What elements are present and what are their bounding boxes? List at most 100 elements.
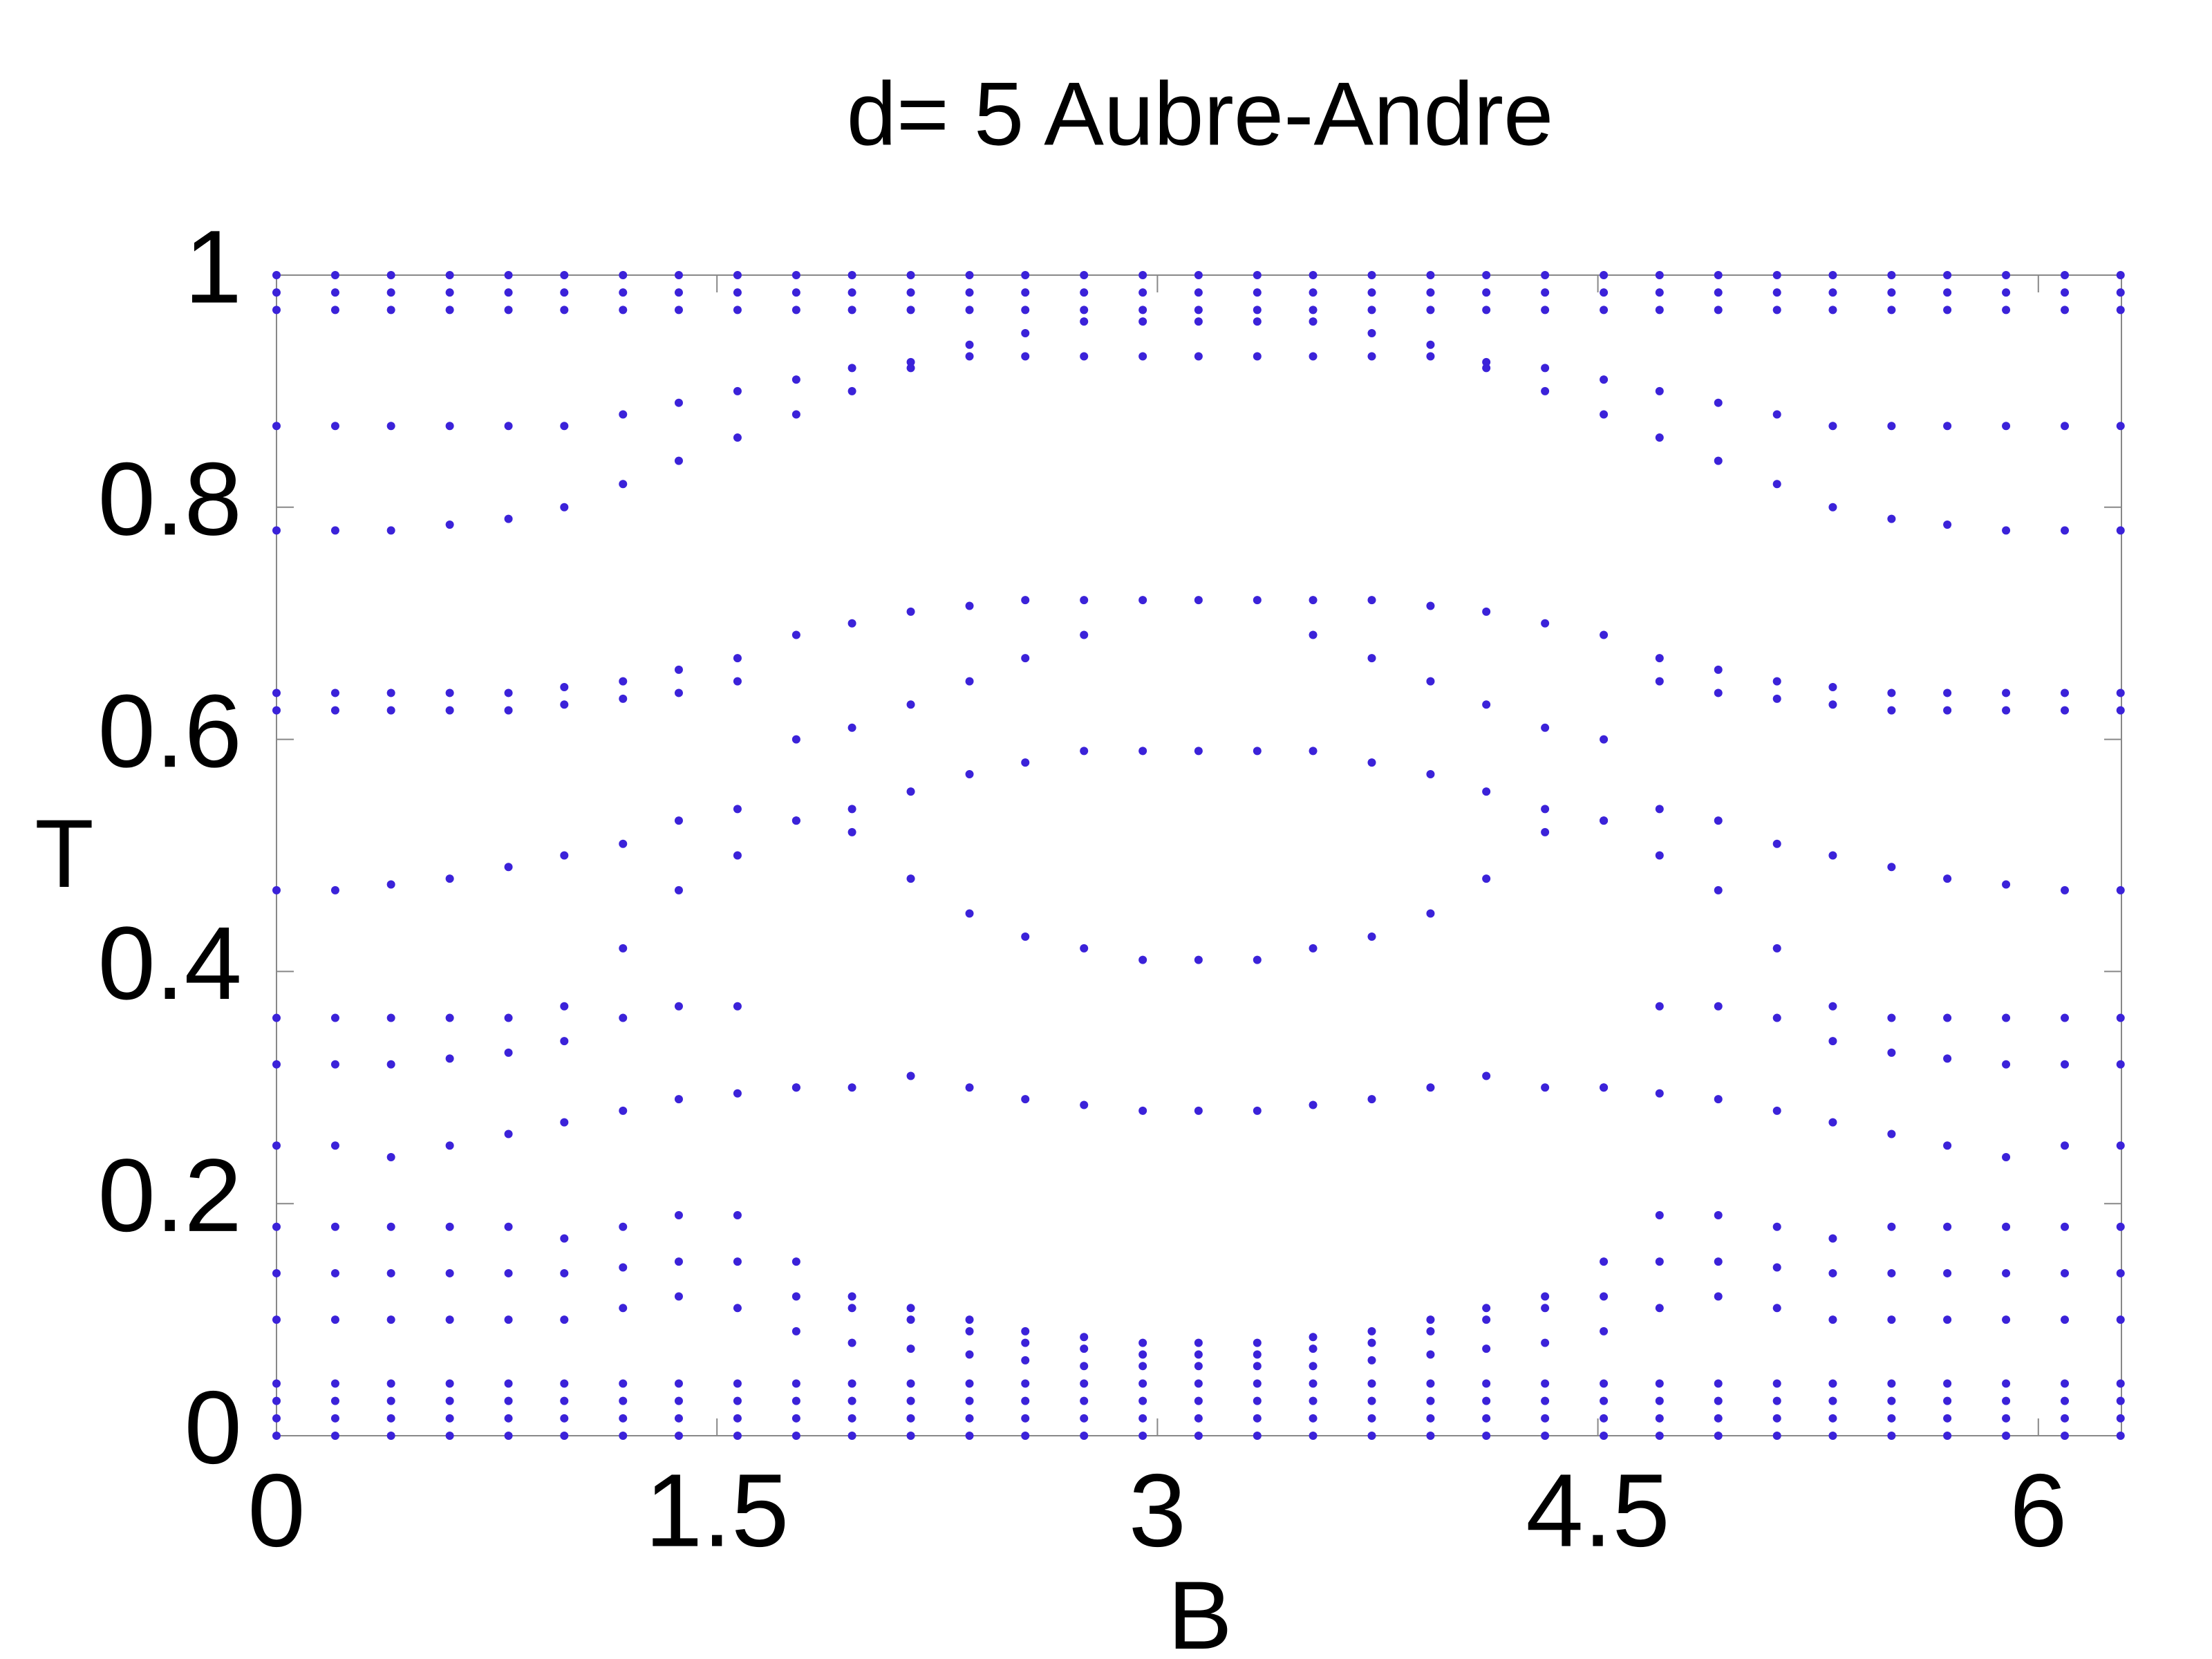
- data-point: [965, 1432, 974, 1440]
- data-point: [1367, 1338, 1376, 1347]
- data-point: [1194, 596, 1203, 605]
- data-point: [560, 1118, 569, 1127]
- data-point: [560, 851, 569, 860]
- data-point: [1426, 1414, 1435, 1423]
- data-point: [2116, 1396, 2125, 1405]
- data-point: [1655, 1432, 1664, 1440]
- data-point: [1943, 1432, 1952, 1440]
- data-point: [386, 1379, 395, 1388]
- data-point: [1426, 340, 1435, 349]
- data-point: [1253, 1350, 1262, 1359]
- data-point: [1080, 271, 1089, 279]
- data-point: [1367, 1095, 1376, 1104]
- data-point: [674, 1432, 683, 1440]
- data-point: [1080, 1333, 1089, 1342]
- data-point: [1655, 1304, 1664, 1313]
- data-point: [1887, 288, 1896, 297]
- data-point: [1541, 805, 1550, 814]
- data-point: [2002, 1153, 2011, 1162]
- data-point: [1655, 1210, 1664, 1219]
- data-point: [1367, 758, 1376, 767]
- data-point: [906, 787, 915, 796]
- chart-title: d= 5 Aubre-Andre: [847, 63, 1554, 164]
- data-point: [330, 1268, 339, 1277]
- data-point: [330, 1396, 339, 1405]
- data-point: [1138, 306, 1147, 315]
- data-point: [330, 1141, 339, 1150]
- data-point: [1482, 1344, 1491, 1353]
- data-point: [272, 1013, 281, 1022]
- data-point: [2002, 1315, 2011, 1324]
- data-point: [1943, 288, 1952, 297]
- y-tick-label: 0.4: [97, 905, 242, 1021]
- data-point: [1828, 1396, 1837, 1405]
- data-point: [1194, 288, 1203, 297]
- data-point: [2061, 271, 2070, 279]
- data-point: [1080, 630, 1089, 639]
- data-point: [1309, 596, 1318, 605]
- data-point: [445, 1141, 454, 1150]
- data-point: [1482, 787, 1491, 796]
- data-point: [1887, 863, 1896, 872]
- data-point: [674, 1396, 683, 1405]
- data-point: [560, 1234, 569, 1243]
- data-point: [1021, 1432, 1030, 1440]
- data-point: [1887, 706, 1896, 715]
- data-point: [504, 422, 513, 431]
- data-point: [272, 706, 281, 715]
- data-point: [1138, 352, 1147, 361]
- data-point: [1541, 288, 1550, 297]
- data-point: [619, 1106, 628, 1115]
- data-point: [1309, 352, 1318, 361]
- data-point: [1194, 1379, 1203, 1388]
- data-point: [965, 1083, 974, 1092]
- data-point: [619, 410, 628, 419]
- data-point: [330, 1432, 339, 1440]
- data-point: [560, 306, 569, 315]
- data-point: [906, 1344, 915, 1353]
- data-point: [1600, 306, 1609, 315]
- data-point: [733, 288, 742, 297]
- data-point: [791, 375, 800, 384]
- data-point: [1943, 422, 1952, 431]
- data-point: [330, 288, 339, 297]
- data-point: [445, 1396, 454, 1405]
- data-point: [560, 288, 569, 297]
- data-point: [965, 769, 974, 778]
- data-point: [1828, 306, 1837, 315]
- data-point: [2061, 1379, 2070, 1388]
- data-point: [272, 1268, 281, 1277]
- data-point: [1194, 1350, 1203, 1359]
- data-point: [2002, 271, 2011, 279]
- data-point: [619, 1432, 628, 1440]
- data-point: [1309, 1100, 1318, 1109]
- data-point: [1943, 1414, 1952, 1423]
- data-point: [1541, 1414, 1550, 1423]
- data-point: [1482, 1071, 1491, 1080]
- data-point: [1772, 1106, 1781, 1115]
- data-point: [733, 654, 742, 663]
- data-point: [1772, 1379, 1781, 1388]
- data-point: [1194, 1338, 1203, 1347]
- data-point: [2002, 1268, 2011, 1277]
- data-point: [386, 1153, 395, 1162]
- data-point: [272, 1379, 281, 1388]
- data-point: [965, 1350, 974, 1359]
- data-point: [330, 1414, 339, 1423]
- data-point: [1426, 1327, 1435, 1335]
- data-point: [733, 1002, 742, 1011]
- data-point: [1943, 1141, 1952, 1150]
- data-point: [1482, 1414, 1491, 1423]
- data-point: [1253, 288, 1262, 297]
- data-point: [2002, 422, 2011, 431]
- data-point: [965, 1414, 974, 1423]
- data-point: [1541, 1379, 1550, 1388]
- data-point: [1887, 1268, 1896, 1277]
- data-point: [1021, 654, 1030, 663]
- data-point: [1367, 1379, 1376, 1388]
- data-point: [791, 306, 800, 315]
- data-point: [1021, 1396, 1030, 1405]
- data-point: [1541, 1396, 1550, 1405]
- data-point: [2002, 688, 2011, 697]
